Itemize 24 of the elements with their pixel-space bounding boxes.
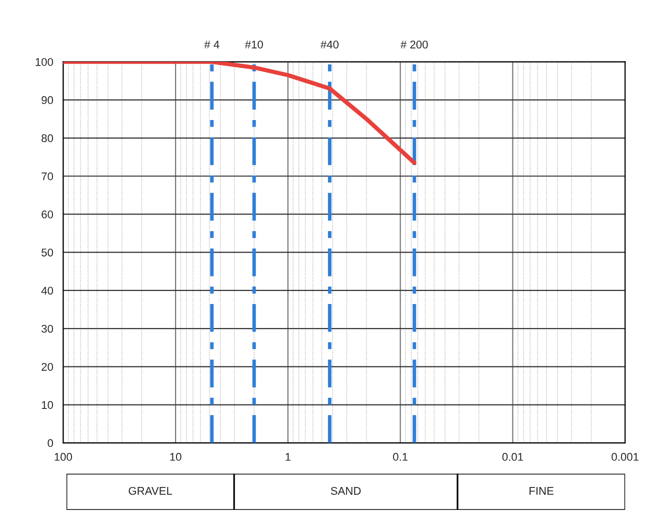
y-tick-label: 20 — [42, 362, 54, 371]
x-tick-label: 1 — [286, 453, 290, 461]
y-tick-label: 10 — [42, 401, 54, 409]
text: GRAVEL — [128, 486, 172, 495]
y-tick-label: 60 — [42, 210, 54, 218]
annotation: #40 — [320, 40, 339, 48]
y-tick-label: 50 — [42, 248, 54, 256]
y-tick-label: 40 — [41, 286, 54, 295]
x-tick-label: 100 — [54, 452, 72, 461]
annotation: # 200 — [400, 40, 428, 48]
annotation: # 4 — [204, 40, 220, 48]
y-tick-label: 30 — [42, 324, 54, 333]
x-tick-label: 0.1 — [393, 452, 408, 461]
text: SAND — [330, 486, 361, 495]
annotation: #10 — [244, 40, 263, 48]
y-tick-label: 90 — [42, 96, 54, 104]
y-tick-label: 0 — [48, 439, 54, 448]
text: FINE — [530, 487, 554, 495]
x-tick-label: 0.01 — [502, 452, 523, 461]
x-tick-label: 0.001 — [612, 452, 638, 461]
x-tick-label: 10 — [170, 452, 182, 461]
y-tick-label: 100 — [36, 58, 54, 66]
y-tick-label: 80 — [42, 134, 54, 142]
y-tick-label: 70 — [42, 172, 54, 180]
